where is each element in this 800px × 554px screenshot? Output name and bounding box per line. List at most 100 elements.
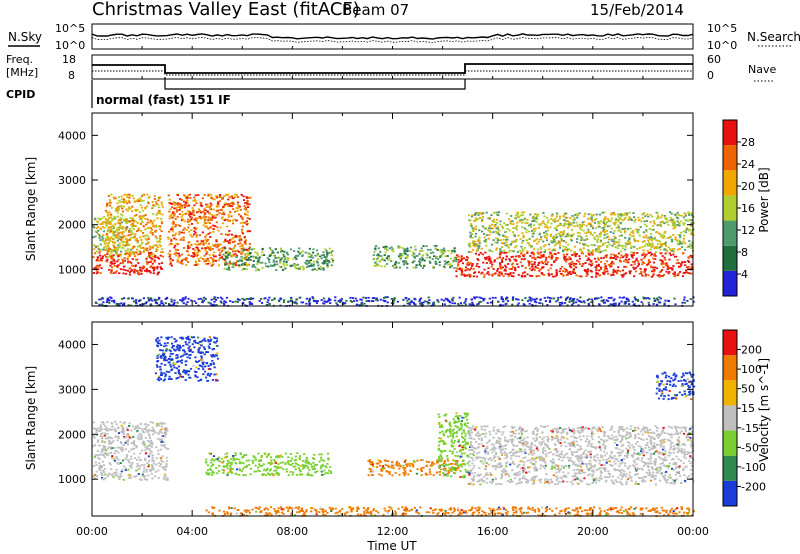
power-cell xyxy=(168,304,171,306)
power-cell xyxy=(547,243,551,246)
power-cell xyxy=(167,237,170,240)
power-cell xyxy=(496,237,500,240)
power-cell xyxy=(138,211,141,213)
power-cell xyxy=(106,253,109,255)
power-cell xyxy=(666,268,669,270)
power-cell xyxy=(205,206,208,209)
power-cell xyxy=(596,241,599,243)
velocity-cell xyxy=(134,457,137,460)
power-cell xyxy=(682,223,685,226)
velocity-cell xyxy=(176,354,179,356)
power-cell xyxy=(192,252,195,255)
power-cell xyxy=(325,301,328,303)
power-cell xyxy=(652,273,655,276)
power-cell xyxy=(562,224,565,227)
velocity-cell xyxy=(156,357,159,359)
power-cell xyxy=(568,234,571,237)
power-cell xyxy=(503,242,506,245)
power-cell xyxy=(236,249,239,252)
power-cell xyxy=(648,260,651,263)
power-cell xyxy=(522,219,525,222)
power-cell xyxy=(556,213,559,216)
power-cell xyxy=(122,237,125,240)
velocity-cell xyxy=(201,351,204,354)
power-cell xyxy=(201,231,204,234)
power-cell xyxy=(382,246,385,249)
power-cell xyxy=(107,245,110,248)
power-cell xyxy=(407,302,410,305)
power-cell xyxy=(94,245,97,248)
power-cell xyxy=(499,303,502,306)
velocity-cell xyxy=(172,348,176,351)
power-cell xyxy=(526,273,529,276)
power-cell xyxy=(238,205,241,208)
power-cell xyxy=(211,215,214,218)
power-cell xyxy=(539,246,542,249)
power-cell xyxy=(595,297,598,300)
power-cell xyxy=(212,303,215,306)
power-cell xyxy=(568,298,571,301)
velocity-cell xyxy=(202,368,205,370)
power-cell xyxy=(455,267,458,270)
power-cell xyxy=(644,245,647,248)
power-cell xyxy=(658,224,661,226)
power-cell xyxy=(210,264,213,267)
power-cell xyxy=(324,248,327,251)
power-cell xyxy=(479,252,482,254)
power-cell xyxy=(561,302,564,305)
power-cell xyxy=(93,248,96,251)
power-cell xyxy=(139,269,142,271)
power-cell xyxy=(527,264,530,267)
power-cell xyxy=(153,225,156,228)
velocity-cell xyxy=(163,342,166,345)
velocity-cell xyxy=(125,455,128,458)
power-cell xyxy=(173,213,176,215)
power-cell xyxy=(545,239,549,242)
power-cell xyxy=(107,299,110,302)
power-cell xyxy=(606,245,609,247)
power-cell xyxy=(134,220,137,223)
power-cell xyxy=(602,299,605,301)
velocity-cell xyxy=(102,446,105,449)
power-cell xyxy=(111,219,114,222)
power-cell xyxy=(689,254,692,257)
power-cell xyxy=(147,296,150,299)
power-cell xyxy=(530,269,533,272)
velocity-cell xyxy=(123,437,126,439)
power-cell xyxy=(186,250,189,253)
power-cell xyxy=(123,303,126,306)
power-cell xyxy=(220,243,223,246)
power-cell xyxy=(521,221,524,224)
power-cell xyxy=(198,215,201,218)
power-cell xyxy=(215,204,218,207)
power-cell xyxy=(110,270,113,272)
power-cell xyxy=(508,229,511,232)
velocity-cell xyxy=(111,456,114,459)
power-cell xyxy=(400,254,403,257)
power-cell xyxy=(164,298,167,300)
power-cell xyxy=(626,259,629,262)
power-cell xyxy=(475,265,478,267)
power-cell xyxy=(153,298,156,301)
power-cell xyxy=(553,244,557,247)
power-cell xyxy=(572,298,575,300)
velocity-cell xyxy=(163,357,166,360)
power-cell xyxy=(323,300,326,303)
power-cell xyxy=(148,226,151,229)
power-cell xyxy=(104,254,107,257)
power-cell xyxy=(139,251,142,253)
power-cell xyxy=(691,230,694,232)
power-cell xyxy=(242,199,246,201)
velocity-cell xyxy=(209,340,212,342)
power-cell xyxy=(122,235,125,238)
power-cell xyxy=(522,239,525,242)
power-cell xyxy=(647,263,650,265)
power-cell xyxy=(658,271,661,274)
power-cell xyxy=(533,256,536,259)
power-cell xyxy=(614,221,617,224)
velocity-cell xyxy=(191,343,194,346)
power-cell xyxy=(677,234,680,236)
power-cell xyxy=(95,246,98,249)
power-cell xyxy=(496,228,499,230)
power-cell xyxy=(203,254,206,257)
